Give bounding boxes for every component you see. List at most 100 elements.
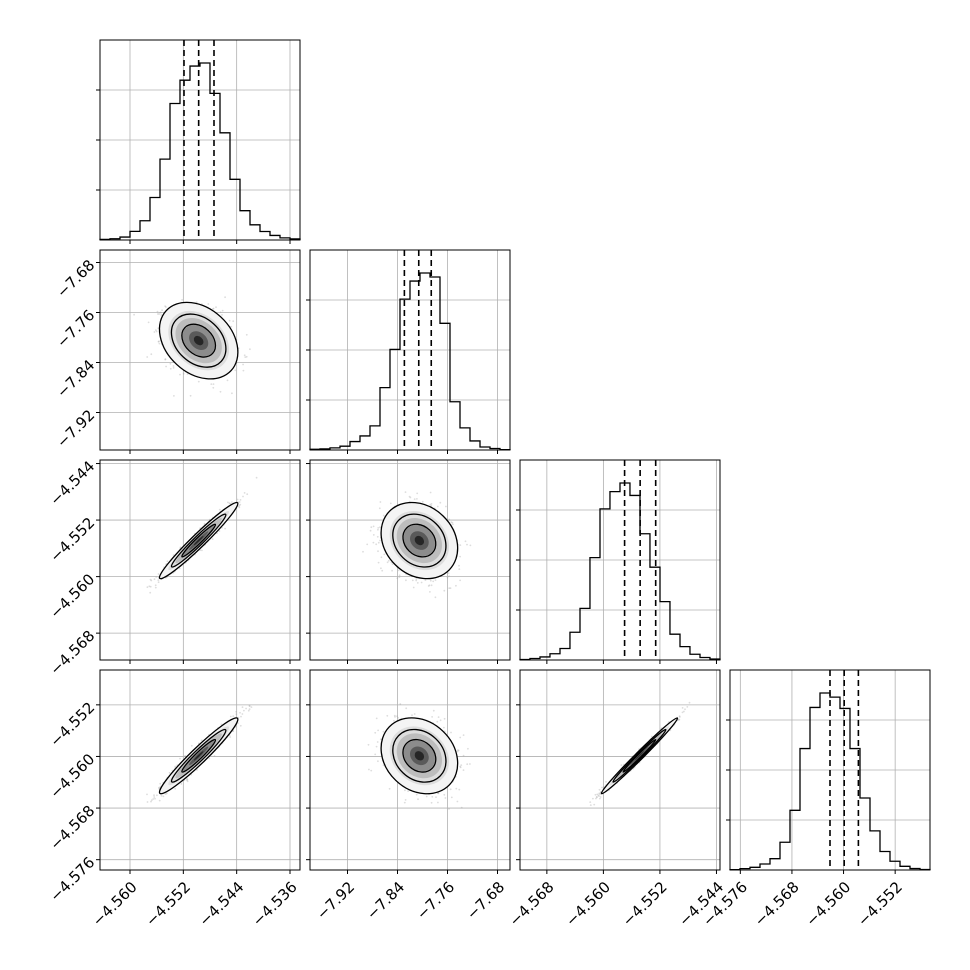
sample-point — [389, 502, 392, 505]
sample-point — [448, 575, 450, 577]
sample-point — [429, 491, 432, 494]
sample-point — [210, 383, 213, 385]
sample-point — [377, 527, 380, 529]
sample-point — [377, 528, 379, 531]
sample-point — [397, 569, 400, 572]
sample-point — [231, 392, 233, 395]
sample-point — [228, 502, 231, 504]
sample-point — [227, 501, 229, 504]
sample-point — [212, 386, 215, 389]
sample-point — [429, 579, 432, 582]
contour-line-2 — [402, 523, 437, 558]
sample-point — [469, 544, 472, 547]
sample-point — [464, 540, 467, 543]
sample-point — [154, 586, 157, 589]
sample-point — [391, 563, 394, 565]
sample-point — [242, 369, 245, 372]
contour-line-1 — [170, 513, 227, 568]
sample-point — [147, 321, 150, 324]
sample-point — [234, 369, 237, 372]
sample-point — [150, 579, 153, 582]
sample-point — [398, 574, 401, 577]
sample-point — [370, 526, 373, 529]
scatter-panel-1-0 — [96, 249, 301, 454]
sample-point — [186, 373, 189, 375]
sample-point — [430, 503, 433, 505]
sample-point — [443, 589, 446, 592]
sample-point — [244, 356, 247, 358]
sample-point — [387, 559, 390, 562]
sample-point — [412, 586, 415, 589]
sample-point — [242, 495, 244, 498]
sample-point — [160, 311, 162, 314]
panel-content — [146, 476, 258, 594]
sample-point — [381, 569, 384, 572]
sample-point — [239, 499, 242, 501]
sample-point — [211, 538, 214, 540]
sample-point — [415, 579, 418, 582]
sample-point — [164, 358, 167, 360]
sample-point — [372, 534, 375, 536]
sample-point — [195, 301, 198, 304]
sample-point — [146, 356, 149, 358]
scatter-panel-2-0 — [96, 459, 301, 664]
sample-point — [155, 576, 158, 578]
sample-point — [182, 372, 185, 375]
sample-point — [416, 498, 418, 500]
sample-point — [369, 529, 372, 532]
sample-point — [432, 580, 435, 583]
sample-point — [156, 310, 159, 313]
sample-point — [428, 584, 431, 587]
sample-point — [446, 576, 449, 579]
sample-point — [230, 325, 233, 328]
sample-point — [173, 395, 175, 397]
sample-point — [215, 306, 217, 309]
sample-point — [447, 572, 450, 575]
sample-point — [366, 543, 369, 546]
sample-point — [429, 591, 431, 593]
contour-line-0 — [158, 301, 239, 380]
panel-frame — [309, 459, 511, 661]
sample-point — [157, 313, 159, 315]
scatter-panel-2-1 — [306, 459, 511, 664]
sample-point — [149, 585, 152, 588]
sample-point — [430, 505, 433, 507]
sample-point — [379, 539, 381, 542]
sample-point — [242, 363, 245, 366]
sample-point — [221, 314, 223, 316]
hist-panel-2 — [516, 459, 721, 664]
sample-point — [172, 367, 175, 369]
sample-point — [420, 581, 423, 584]
sample-point — [157, 579, 160, 581]
hist-step-0 — [99, 62, 301, 241]
sample-point — [179, 546, 182, 549]
sample-point — [375, 543, 378, 546]
contour-line-1 — [170, 313, 227, 368]
sample-point — [149, 578, 152, 581]
sample-point — [153, 331, 156, 333]
sample-point — [436, 505, 439, 508]
sample-point — [372, 541, 375, 544]
sample-point — [245, 333, 248, 336]
sample-point — [380, 556, 383, 559]
sample-point — [386, 561, 389, 564]
sample-point — [232, 320, 235, 323]
sample-point — [466, 543, 468, 546]
sample-point — [434, 596, 437, 599]
sample-point — [133, 313, 136, 316]
panel-content — [362, 491, 472, 599]
sample-point — [415, 578, 418, 580]
sample-point — [377, 541, 380, 544]
sample-point — [218, 530, 221, 532]
sample-point — [379, 501, 382, 503]
sample-point — [229, 502, 232, 505]
sample-point — [181, 299, 184, 301]
hist-panel-0 — [96, 39, 301, 244]
sample-point — [157, 573, 160, 575]
sample-point — [377, 561, 380, 564]
sample-point — [459, 544, 462, 546]
sample-point — [219, 390, 222, 393]
sample-point — [201, 549, 203, 552]
sample-point — [448, 587, 451, 589]
